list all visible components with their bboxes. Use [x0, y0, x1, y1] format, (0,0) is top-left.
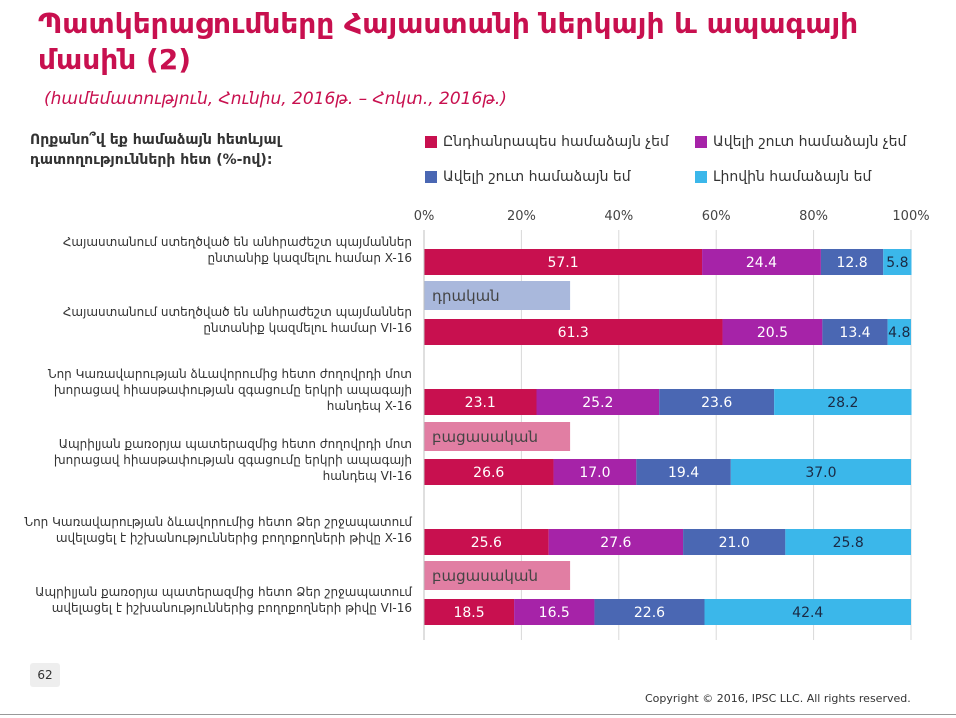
x-tick-label: 60% — [702, 209, 731, 224]
bar-value-label: 42.4 — [792, 605, 823, 621]
category-label-line: Ապրիլյան քառօրյա պատերազմից հետո ժողովրդ… — [59, 437, 412, 451]
copyright-notice: Copyright © 2016, IPSC LLC. All rights r… — [645, 692, 911, 705]
bar-value-label: 12.8 — [836, 255, 867, 271]
bar-segment — [722, 319, 823, 345]
category-label-line: ընտանիք կազմելու համար VI-16 — [203, 321, 412, 335]
bar-segment — [424, 529, 549, 555]
bar-value-label: 18.5 — [453, 605, 484, 621]
bar-value-label: 22.6 — [634, 605, 665, 621]
bar-value-label: 4.8 — [888, 325, 910, 341]
bar-value-label: 23.6 — [701, 395, 732, 411]
annotation-tag-label: դրական — [432, 287, 500, 305]
bar-segment — [536, 389, 660, 415]
legend-swatch — [695, 136, 707, 148]
category-label-line: Հայաստանում ստեղծված են անհրաժեշտ պայման… — [63, 235, 412, 249]
bar-segment — [636, 459, 731, 485]
bar-value-label: 57.1 — [547, 255, 578, 271]
category-label-line: հանդեպ X-16 — [327, 399, 412, 413]
legend-item-series-3: Ավելի շուտ համաձայն եմ — [425, 169, 631, 185]
bar-segment — [659, 389, 775, 415]
category-label-line: ավելացել է իշխանություններից բողոքողների… — [56, 531, 412, 545]
annotation-tag-box — [424, 281, 571, 310]
bar-value-label: 19.4 — [668, 465, 699, 481]
category-label-line: խորացավ հիասթափության զգացումը երկրի ապա… — [54, 453, 412, 467]
bar-value-label: 5.8 — [886, 255, 908, 271]
legend-swatch — [425, 136, 437, 148]
bar-value-label: 17.0 — [579, 465, 610, 481]
bar-segment — [424, 389, 537, 415]
x-tick-label: 0% — [414, 209, 435, 224]
page-title: Պատկերացումները Հայաստանի ներկայի և ապագ… — [38, 7, 859, 76]
survey-question: Որքանո՞վ եք համաձայն հետևյալ դատողությու… — [30, 132, 281, 168]
bar-segment — [424, 319, 723, 345]
legend-label: Ավելի շուտ համաձայն եմ — [443, 169, 631, 185]
legend-label: Ընդհանրապես համաձայն չեմ — [443, 134, 669, 150]
bar-value-label: 25.6 — [471, 535, 502, 551]
bar-value-label: 25.8 — [833, 535, 864, 551]
page-subtitle: (համեմատություն, Հունիս, 2016թ. – Հոկտ.,… — [44, 89, 507, 109]
bar-segment — [820, 249, 884, 275]
bar-segment — [548, 529, 684, 555]
bar-value-label: 20.5 — [757, 325, 788, 341]
x-tick-label: 40% — [604, 209, 633, 224]
bar-value-label: 27.6 — [600, 535, 631, 551]
footer-divider — [0, 714, 956, 715]
category-label-line: Նոր Կառավարության ձևավորումից հետո Ձեր շ… — [24, 515, 412, 529]
legend-swatch — [425, 171, 437, 183]
bar-value-label: 16.5 — [539, 605, 570, 621]
bar-segment — [702, 249, 821, 275]
category-label: Հայաստանում ստեղծված են անհրաժեշտ պայման… — [63, 235, 412, 265]
legend-swatch — [695, 171, 707, 183]
legend-item-series-2: Ավելի շուտ համաձայն չեմ — [695, 134, 906, 150]
bar-segment — [785, 529, 911, 555]
category-label: Հայաստանում ստեղծված են անհրաժեշտ պայման… — [63, 305, 412, 335]
bar-value-label: 13.4 — [839, 325, 870, 341]
category-label-line: խորացավ հիասթափության զգացումը երկրի ապա… — [54, 383, 412, 397]
category-label: Նոր Կառավարության ձևավորումից հետո ժողով… — [48, 367, 412, 413]
legend-label: Ավելի շուտ համաձայն չեմ — [713, 134, 907, 150]
category-label-line: ընտանիք կազմելու համար X-16 — [208, 251, 413, 265]
x-tick-label: 20% — [507, 209, 536, 224]
category-label: Ապրիլյան քառօրյա պատերազմից հետո ժողովրդ… — [54, 437, 412, 483]
category-label-line: հանդեպ VI-16 — [323, 469, 412, 483]
bar-segment — [704, 599, 911, 625]
legend-item-series-1: Ընդհանրապես համաձայն չեմ — [425, 134, 669, 150]
category-label: Նոր Կառավարության ձևավորումից հետո Ձեր շ… — [24, 515, 412, 545]
category-label-line: ավելացել է իշխանություններից բողոքողների… — [52, 601, 412, 615]
x-tick-label: 80% — [799, 209, 828, 224]
bar-segment — [683, 529, 786, 555]
category-label-line: Ապրիլյան քառօրյա պատերազմից հետո Ձեր շրջ… — [35, 585, 412, 599]
bar-value-label: 21.0 — [719, 535, 750, 551]
bar-value-label: 61.3 — [558, 325, 589, 341]
annotation-tag-label: բացասական — [432, 567, 538, 585]
bar-segment — [883, 249, 912, 275]
x-tick-label: 100% — [892, 209, 929, 224]
bar-segment — [424, 249, 703, 275]
bar-value-label: 23.1 — [465, 395, 496, 411]
bar-segment — [887, 319, 911, 345]
bar-segment — [424, 459, 554, 485]
bar-value-label: 26.6 — [473, 465, 504, 481]
legend-label: Լիովին համաձայն եմ — [713, 169, 872, 185]
bar-value-label: 37.0 — [805, 465, 836, 481]
bar-value-label: 25.2 — [582, 395, 613, 411]
bar-value-label: 28.2 — [827, 395, 858, 411]
category-label-line: Նոր Կառավարության ձևավորումից հետո ժողով… — [48, 367, 412, 381]
annotation-tag-label: բացասական — [432, 428, 538, 446]
category-label: Ապրիլյան քառօրյա պատերազմից հետո Ձեր շրջ… — [35, 585, 412, 615]
page-number: 62 — [30, 663, 60, 687]
bar-value-label: 24.4 — [746, 255, 777, 271]
bar-segment — [822, 319, 888, 345]
bar-segment — [730, 459, 911, 485]
bar-segment — [553, 459, 637, 485]
bar-segment — [774, 389, 912, 415]
bar-segment — [594, 599, 705, 625]
category-label-line: Հայաստանում ստեղծված են անհրաժեշտ պայման… — [63, 305, 412, 319]
bar-segment — [424, 599, 515, 625]
annotation-tag-box — [424, 422, 571, 451]
annotation-tag-box — [424, 561, 571, 590]
bar-segment — [514, 599, 595, 625]
legend-item-series-4: Լիովին համաձայն եմ — [695, 169, 871, 185]
